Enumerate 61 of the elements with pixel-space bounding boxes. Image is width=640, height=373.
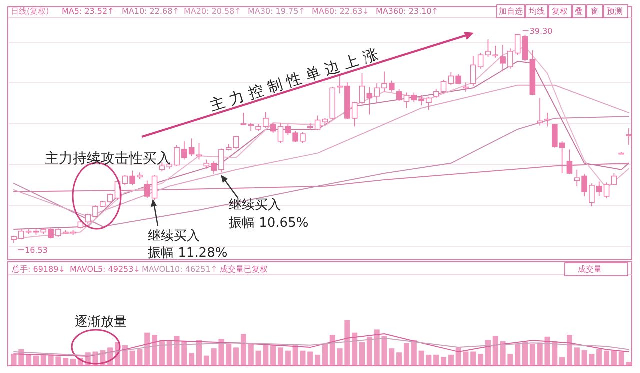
- annotation: 逐渐放量: [75, 315, 127, 330]
- bar: [240, 334, 246, 366]
- bar: [441, 357, 447, 366]
- bar: [278, 348, 284, 366]
- bar: [322, 344, 328, 366]
- candlestick: [396, 88, 402, 102]
- candlestick: [433, 88, 440, 99]
- text: MA360: 23.10↑: [376, 7, 438, 16]
- bar: [396, 352, 402, 366]
- bar: [315, 354, 321, 366]
- annotation: 39.30: [530, 27, 553, 36]
- candlestick: [359, 73, 366, 106]
- text: MA60: 22.63↓: [312, 7, 370, 16]
- annotation: 主力持续攻击性买入: [45, 151, 171, 167]
- annotation: 继续买入: [229, 198, 281, 213]
- bar: [522, 342, 528, 366]
- candlestick: [537, 98, 543, 126]
- bar: [478, 354, 484, 366]
- candlestick: [440, 79, 447, 94]
- annotation: 振幅 10.65%: [229, 216, 309, 231]
- candlestick: [463, 82, 469, 92]
- text: 成交量: [578, 265, 602, 274]
- candlestick: [611, 173, 618, 186]
- bar: [196, 340, 202, 366]
- text: 叠: [575, 7, 583, 16]
- bar: [33, 356, 39, 366]
- annotation: 主力控制性单边上涨: [208, 44, 386, 115]
- annotation: 继续买入: [148, 229, 200, 244]
- bar: [604, 350, 610, 366]
- bar: [566, 335, 572, 366]
- text: MAVOL10: 46251↑: [142, 265, 218, 274]
- candlestick: [278, 122, 284, 144]
- bar: [530, 344, 536, 366]
- candlestick: [566, 149, 573, 175]
- bar: [159, 341, 165, 366]
- bar: [152, 335, 158, 366]
- text: 预测: [607, 7, 623, 16]
- text: 总手: 69189↓: [11, 265, 66, 274]
- bar: [360, 342, 366, 366]
- text: 窗: [591, 7, 599, 16]
- text: 16.53: [25, 246, 48, 255]
- bar: [189, 353, 195, 366]
- text: 均线: [528, 7, 545, 16]
- text: 日线(复权): [11, 7, 50, 16]
- text: 复权: [552, 7, 568, 16]
- text: 加自选: [499, 7, 523, 16]
- bar: [234, 348, 240, 366]
- text: MA5: 23.52↑: [62, 7, 114, 16]
- text: 成交量已复权: [220, 265, 268, 274]
- text: 振幅 11.28%: [148, 246, 228, 261]
- bar: [611, 350, 617, 366]
- text: MAVOL5: 49253↓: [70, 265, 140, 274]
- bar: [404, 343, 410, 366]
- bar: [485, 340, 491, 366]
- text: MA10: 22.68↑: [122, 7, 180, 16]
- bar: [26, 354, 32, 366]
- text: MA30: 19.75↑: [248, 7, 306, 16]
- bar: [448, 354, 454, 366]
- text: MA20: 20.58↑: [184, 7, 242, 16]
- bar: [560, 357, 566, 366]
- candlestick: [544, 112, 550, 128]
